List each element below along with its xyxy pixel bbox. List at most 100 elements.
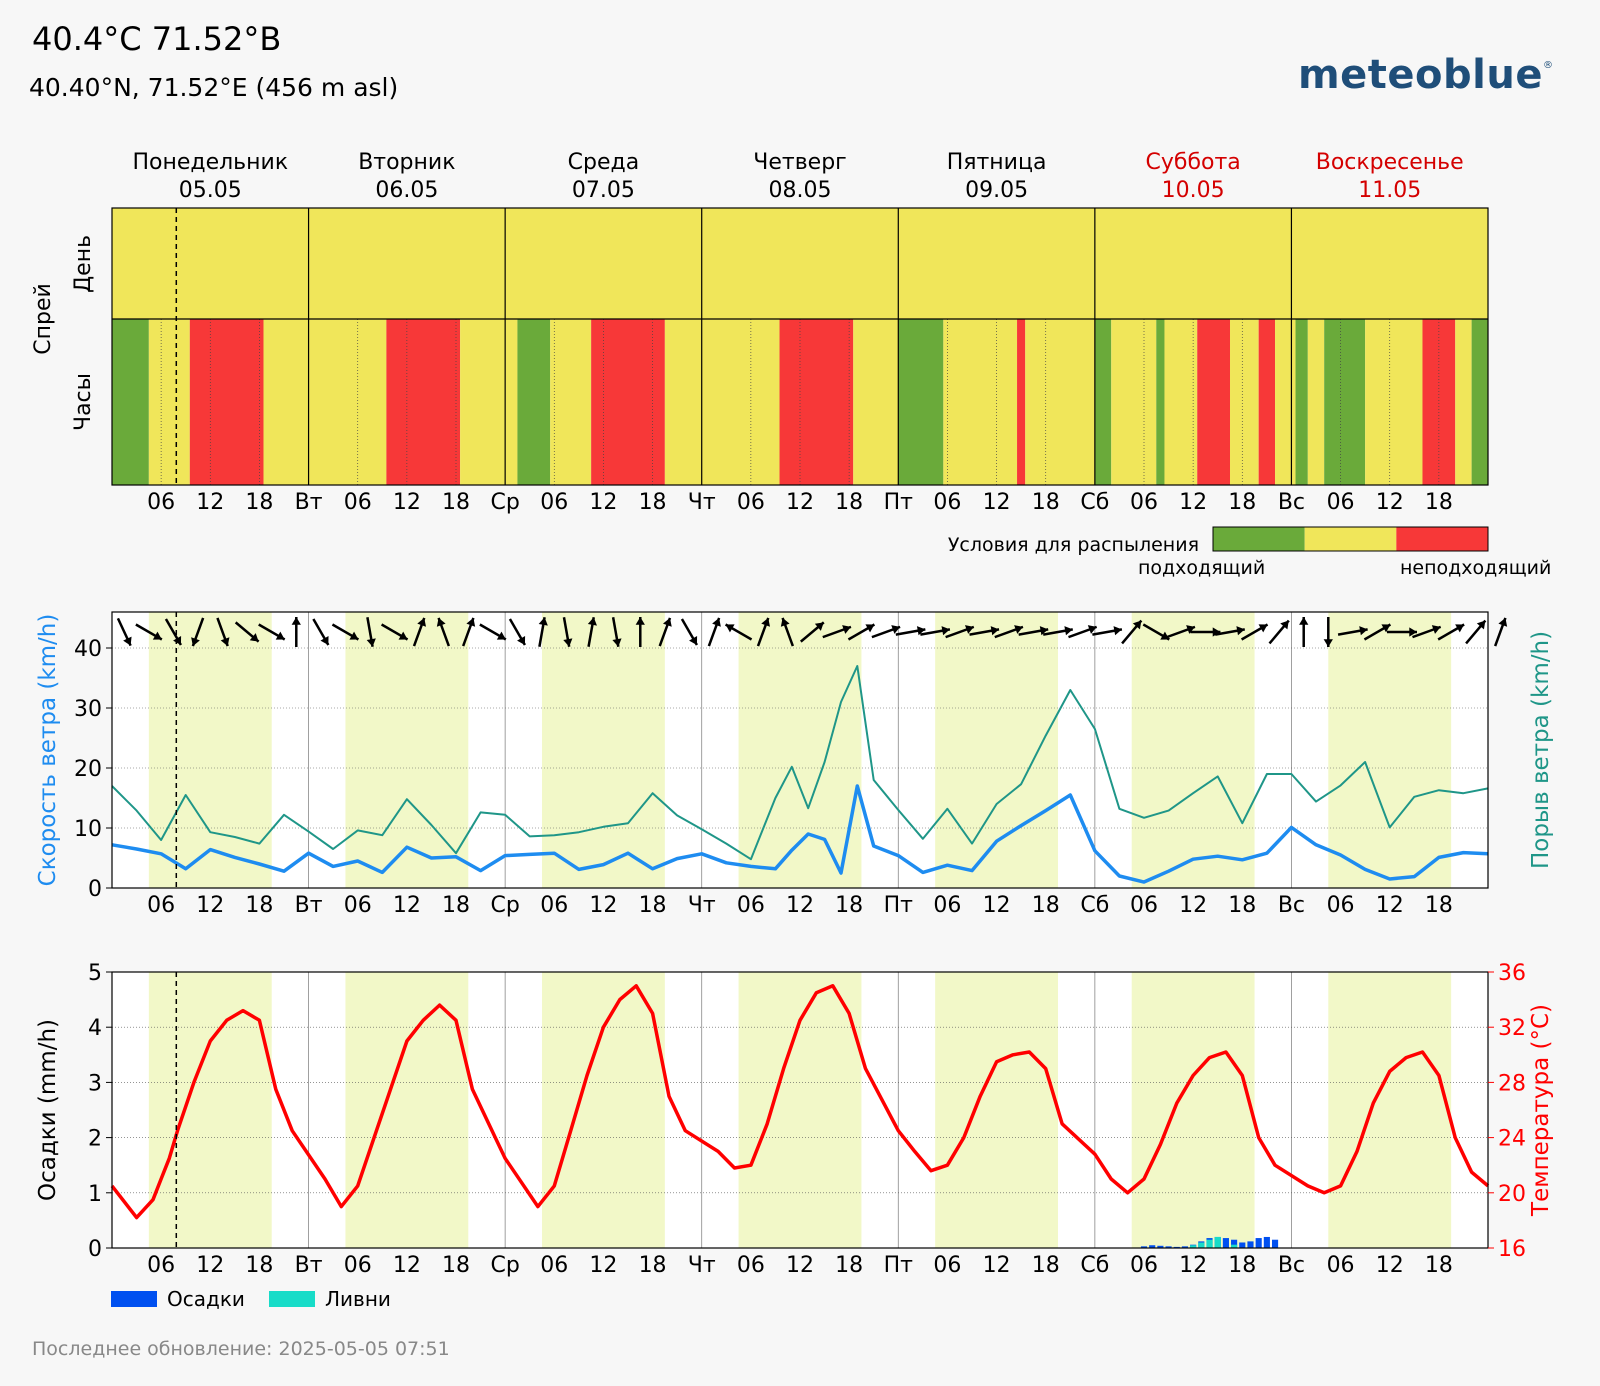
x-tick-label: 06 xyxy=(344,1253,372,1278)
x-tick-label: 18 xyxy=(639,893,667,918)
spray-hour-segment xyxy=(1094,319,1112,485)
wind-y-tick-label: 0 xyxy=(88,877,102,902)
wind-arrow-head xyxy=(1280,620,1289,630)
day-date-label: 09.05 xyxy=(965,178,1028,203)
x-tick-label: Сб xyxy=(1080,1253,1109,1278)
x-tick-label: 12 xyxy=(786,490,814,515)
wind-arrow-head xyxy=(249,633,259,642)
wind-arrow-head xyxy=(320,635,329,645)
precipitation-bar xyxy=(1239,1242,1246,1248)
x-tick-label: 06 xyxy=(344,893,372,918)
precip-y-tick-label: 2 xyxy=(88,1127,102,1152)
spray-hour-segment xyxy=(1455,319,1472,485)
logo-text: meteoblue xyxy=(1298,52,1543,98)
spray-hour-segment xyxy=(779,319,854,485)
spray-hour-segment xyxy=(1230,319,1259,485)
precipitation-bar xyxy=(1231,1239,1238,1248)
x-tick-label: 12 xyxy=(983,893,1011,918)
wind-arrow-head xyxy=(964,625,974,634)
shower-bar xyxy=(1206,1239,1213,1248)
x-tick-label: 06 xyxy=(540,893,568,918)
wind-arrow-head xyxy=(291,617,301,625)
precipitation-axis-label: Осадки (mm/h) xyxy=(35,1019,61,1201)
x-tick-label: Ср xyxy=(490,490,519,515)
spray-hour-segment xyxy=(517,319,551,485)
x-tick-label: 06 xyxy=(147,1253,175,1278)
precipitation-bar xyxy=(1247,1241,1254,1248)
wind-arrow-head xyxy=(587,617,597,626)
x-tick-label: 18 xyxy=(1425,893,1453,918)
x-tick-label: 18 xyxy=(835,1253,863,1278)
spray-hour-segment xyxy=(1307,319,1325,485)
x-tick-label: Вт xyxy=(295,490,323,515)
day-date-label: 05.05 xyxy=(179,178,242,203)
x-tick-label: Пт xyxy=(884,490,914,515)
daylight-band xyxy=(345,612,469,888)
precip-y-tick-label: 1 xyxy=(88,1182,102,1207)
wind-arrow-head xyxy=(1212,627,1221,637)
x-tick-label: 12 xyxy=(393,490,421,515)
legend-suitable-label: подходящий xyxy=(1138,557,1265,579)
x-tick-label: 12 xyxy=(1376,490,1404,515)
spray-day-cell xyxy=(898,208,1095,319)
daylight-band xyxy=(542,972,665,1248)
x-tick-label: 12 xyxy=(589,1253,617,1278)
x-tick-label: Ср xyxy=(490,893,519,918)
temperature-y-tick-label: 36 xyxy=(1498,961,1526,986)
x-tick-label: Чт xyxy=(688,1253,716,1278)
meteoblue-logo[interactable]: meteoblue® xyxy=(1298,52,1554,98)
wind-arrow-head xyxy=(173,635,182,645)
wind-arrow-head xyxy=(1299,617,1309,625)
wind-arrow-head xyxy=(1087,625,1097,634)
x-tick-label: 18 xyxy=(639,1253,667,1278)
x-tick-label: 06 xyxy=(147,490,175,515)
x-tick-label: 06 xyxy=(1130,893,1158,918)
x-tick-label: 06 xyxy=(737,893,765,918)
spray-hour-segment xyxy=(1258,319,1276,485)
daylight-band xyxy=(935,612,1058,888)
wind-arrow-head xyxy=(842,625,851,634)
wind-arrow-head xyxy=(891,625,901,634)
x-tick-label: 12 xyxy=(196,490,224,515)
x-tick-label: 18 xyxy=(1425,1253,1453,1278)
daylight-band xyxy=(148,612,272,888)
x-tick-label: 18 xyxy=(245,490,273,515)
daylight-band xyxy=(542,612,665,888)
x-tick-label: 06 xyxy=(933,490,961,515)
wind-arrow-head xyxy=(1323,639,1333,647)
spray-hour-segment xyxy=(263,319,387,485)
spray-hour-segment xyxy=(1324,319,1366,485)
hours-row-label: Часы xyxy=(71,373,96,431)
showers-legend-label: Ливни xyxy=(325,1287,391,1311)
shower-bar xyxy=(1190,1245,1197,1248)
wind-arrow-head xyxy=(220,637,230,647)
x-tick-label: 12 xyxy=(1376,1253,1404,1278)
legend-swatch-unsuitable xyxy=(1396,527,1488,551)
spray-hour-segment xyxy=(1025,319,1095,485)
x-tick-label: 06 xyxy=(147,893,175,918)
spray-day-cell xyxy=(701,208,899,319)
x-tick-label: 18 xyxy=(1032,1253,1060,1278)
wind-arrow-head xyxy=(466,617,476,627)
wind-arrow-head xyxy=(780,617,790,627)
x-tick-label: 06 xyxy=(1130,1253,1158,1278)
x-tick-label: 12 xyxy=(1376,893,1404,918)
x-tick-label: 18 xyxy=(442,490,470,515)
x-tick-label: 12 xyxy=(1179,1253,1207,1278)
spray-hour-segment xyxy=(1197,319,1230,485)
spray-hour-segment xyxy=(1111,319,1157,485)
wind-direction-arrows xyxy=(116,617,1508,647)
x-tick-label: 18 xyxy=(1228,490,1256,515)
x-tick-label: 12 xyxy=(1179,490,1207,515)
x-tick-label: Чт xyxy=(688,490,716,515)
showers-legend-swatch xyxy=(269,1291,315,1307)
last-update-text: Последнее обновление: 2025-05-05 07:51 xyxy=(32,1338,450,1360)
daylight-band xyxy=(148,972,272,1248)
legend-swatch-suitable xyxy=(1213,527,1305,551)
precipitation-bar xyxy=(1165,1246,1172,1248)
wind-arrow-head xyxy=(191,637,200,647)
spray-hour-segment xyxy=(112,319,149,485)
wind-arrow-head xyxy=(712,617,721,627)
wind-arrow-head xyxy=(1039,626,1049,636)
wind-speed-axis-label: Скорость ветра (km/h) xyxy=(35,614,61,887)
